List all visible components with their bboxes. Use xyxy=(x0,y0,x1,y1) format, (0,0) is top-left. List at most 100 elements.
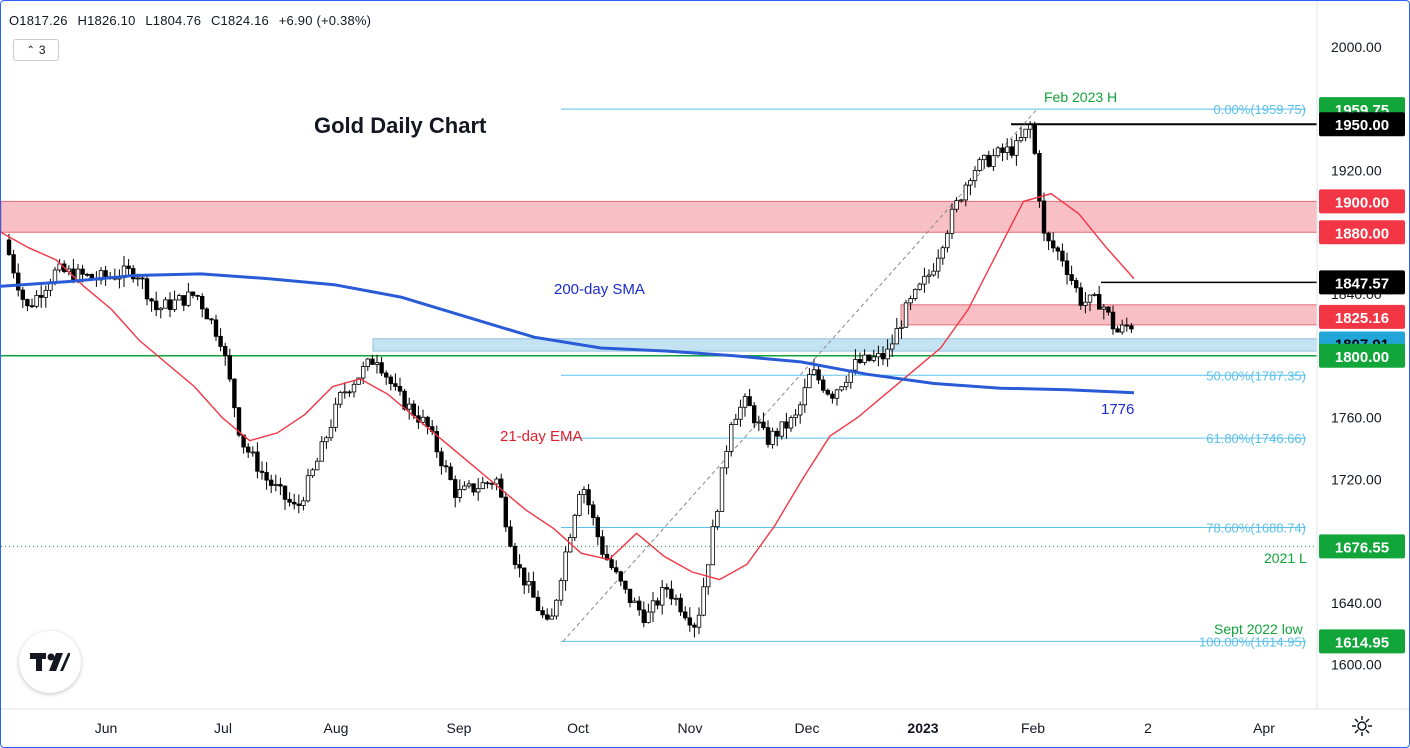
candle xyxy=(480,476,485,490)
candle xyxy=(706,564,711,595)
candle-body xyxy=(397,386,403,392)
candle xyxy=(1124,317,1129,332)
candle xyxy=(876,345,881,367)
price-tag-1800.00 xyxy=(1319,343,1405,368)
price-tag-1676.55 xyxy=(1319,534,1405,559)
candle xyxy=(379,356,384,377)
candle xyxy=(1097,285,1102,310)
chevron-up-icon: ⌃ xyxy=(26,44,35,56)
candle xyxy=(388,374,393,391)
candle-body xyxy=(526,581,531,586)
price-tick-label: 1640.00 xyxy=(1331,595,1382,611)
candle xyxy=(117,269,122,289)
candle xyxy=(494,476,499,491)
candle-body xyxy=(715,510,720,528)
candle xyxy=(209,317,214,325)
open-value: O1817.26 xyxy=(9,13,68,28)
candle xyxy=(393,373,398,391)
candle xyxy=(526,572,531,594)
candle xyxy=(508,520,513,548)
candle-body xyxy=(563,551,568,582)
candle xyxy=(255,442,260,479)
candle xyxy=(793,408,798,427)
price-tag-1825.16 xyxy=(1319,304,1405,329)
candle xyxy=(807,368,812,389)
candle xyxy=(696,607,702,635)
candle xyxy=(199,293,205,318)
candle-body xyxy=(880,352,886,360)
candle xyxy=(1078,282,1083,310)
candle-body xyxy=(738,406,743,420)
candle xyxy=(190,291,196,299)
candle-body xyxy=(853,359,858,371)
candle xyxy=(130,265,136,283)
zone-resistance-0 xyxy=(1,200,1318,233)
candle-body xyxy=(591,504,596,518)
candle-body xyxy=(255,451,260,472)
candle-body xyxy=(39,294,44,298)
candle xyxy=(857,352,863,365)
candle xyxy=(347,390,352,398)
candle xyxy=(153,291,159,317)
candle-body xyxy=(190,291,196,296)
candle-body xyxy=(623,580,628,590)
candle-body xyxy=(945,233,950,249)
time-tick-label: Feb xyxy=(1021,720,1045,736)
candle xyxy=(43,285,48,308)
candle-body xyxy=(531,581,536,598)
candle xyxy=(34,290,39,309)
candle xyxy=(811,359,817,376)
candle-body xyxy=(167,299,173,310)
low-value: L1804.76 xyxy=(145,13,202,28)
candle xyxy=(287,492,292,507)
candle xyxy=(204,307,209,320)
candle xyxy=(922,267,927,293)
candle xyxy=(365,357,370,371)
candle-body xyxy=(425,416,430,428)
candle-body xyxy=(360,366,366,379)
candle-body xyxy=(1018,137,1024,142)
candle-body xyxy=(337,392,343,405)
candle-body xyxy=(324,437,329,443)
candle-body xyxy=(752,405,757,424)
gear-icon[interactable] xyxy=(1351,715,1373,737)
candle-body xyxy=(673,597,679,600)
candle-body xyxy=(347,391,352,394)
candle-body xyxy=(158,307,163,311)
candle xyxy=(452,475,458,508)
candle-body xyxy=(1060,250,1065,262)
candle-body xyxy=(549,615,554,620)
candle xyxy=(632,597,637,603)
candle-body xyxy=(508,526,513,547)
candle xyxy=(144,274,150,306)
price-tag-label: 1800.00 xyxy=(1335,349,1389,366)
tradingview-logo[interactable] xyxy=(19,631,81,693)
candle xyxy=(195,294,200,301)
candle-body xyxy=(149,298,154,302)
candle xyxy=(798,401,803,424)
time-tick-label: 2023 xyxy=(907,720,938,736)
candle xyxy=(1120,319,1125,335)
candle-body xyxy=(558,580,564,601)
candle xyxy=(149,297,154,312)
candle xyxy=(471,483,476,496)
candle-body xyxy=(917,283,922,290)
candle-body xyxy=(1037,152,1042,202)
fib-label: 50.00%(1787.35) xyxy=(1206,368,1306,383)
price-tag-label: 1880.00 xyxy=(1335,225,1389,242)
candle xyxy=(1060,243,1065,267)
candle xyxy=(954,196,959,213)
candle xyxy=(1051,232,1056,253)
candle xyxy=(784,412,789,439)
indicators-toggle-button[interactable]: ⌃ 3 xyxy=(13,39,59,61)
candle-body xyxy=(186,291,191,306)
candle-body xyxy=(765,427,771,445)
candle xyxy=(770,427,775,449)
candle-body xyxy=(43,289,48,298)
candle-body xyxy=(1110,311,1116,330)
candle-body xyxy=(20,289,25,300)
candle xyxy=(913,288,918,301)
candle-body xyxy=(683,611,688,619)
candle xyxy=(15,263,21,297)
